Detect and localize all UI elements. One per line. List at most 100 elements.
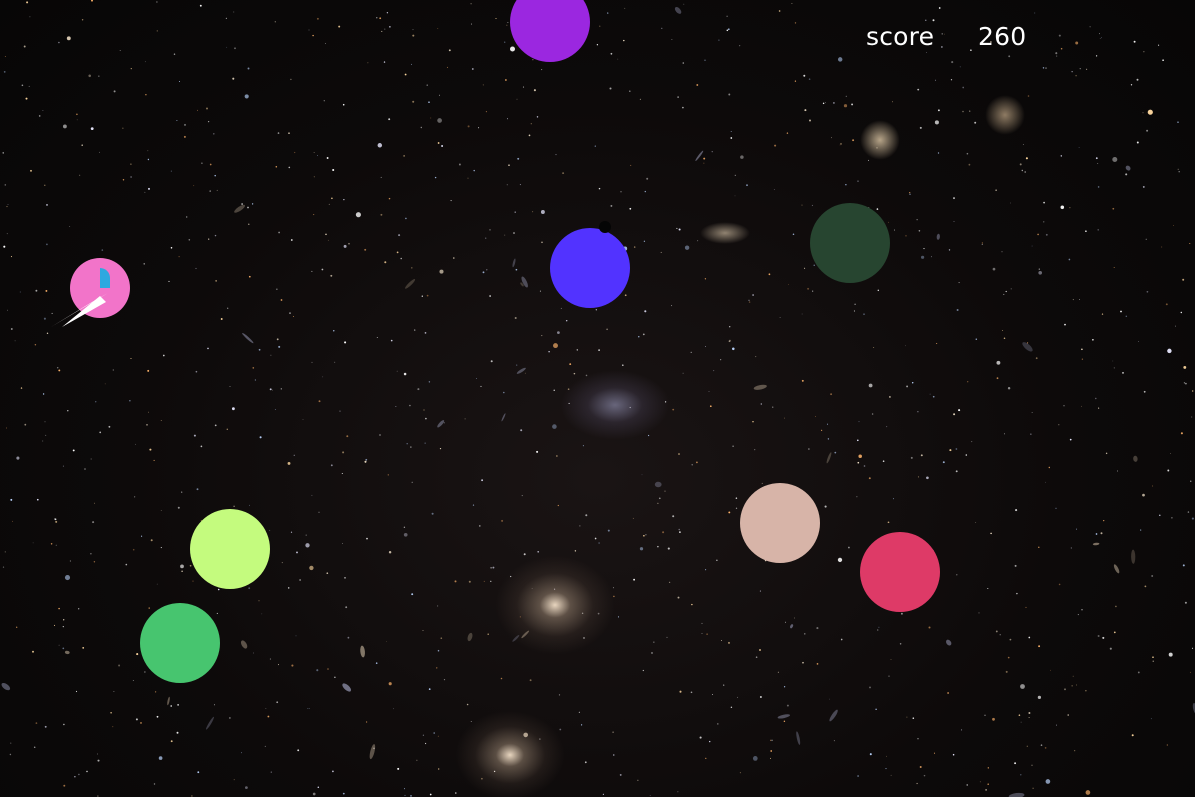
orb-purple[interactable] bbox=[510, 0, 590, 62]
star bbox=[760, 403, 762, 405]
player-ship[interactable] bbox=[40, 250, 140, 340]
star bbox=[66, 36, 71, 41]
star bbox=[270, 771, 272, 773]
star bbox=[602, 793, 604, 795]
distant-galaxy bbox=[1, 682, 11, 691]
star bbox=[1144, 585, 1147, 588]
star bbox=[429, 793, 432, 796]
star bbox=[728, 340, 731, 343]
star bbox=[1018, 714, 1021, 716]
star bbox=[717, 723, 719, 725]
star bbox=[485, 237, 487, 239]
star bbox=[16, 456, 20, 460]
star bbox=[653, 641, 655, 643]
star bbox=[621, 364, 624, 367]
star bbox=[1115, 605, 1117, 608]
star bbox=[101, 249, 104, 251]
star bbox=[14, 340, 16, 342]
star bbox=[317, 786, 320, 788]
star bbox=[135, 443, 136, 445]
star bbox=[278, 664, 279, 666]
orb-beige[interactable] bbox=[740, 483, 820, 563]
star bbox=[269, 529, 271, 531]
orb-blue[interactable] bbox=[550, 228, 630, 308]
star bbox=[197, 771, 200, 774]
galaxy-glow bbox=[985, 95, 1025, 135]
star bbox=[728, 325, 731, 328]
star bbox=[184, 123, 186, 126]
star bbox=[305, 534, 307, 536]
star bbox=[664, 490, 666, 492]
star bbox=[403, 532, 408, 537]
star bbox=[311, 494, 313, 496]
star bbox=[975, 338, 978, 341]
star bbox=[508, 164, 510, 167]
star bbox=[86, 770, 88, 773]
star bbox=[723, 684, 725, 686]
star bbox=[55, 520, 58, 523]
star bbox=[584, 761, 587, 764]
star bbox=[734, 174, 736, 176]
star bbox=[125, 563, 128, 566]
distant-galaxy bbox=[516, 367, 526, 374]
star bbox=[953, 220, 955, 222]
star bbox=[176, 120, 178, 121]
star bbox=[1020, 774, 1022, 776]
star bbox=[19, 291, 21, 293]
orb-green[interactable] bbox=[140, 603, 220, 683]
star bbox=[1097, 229, 1099, 231]
star bbox=[703, 162, 705, 164]
star bbox=[1131, 734, 1134, 737]
star bbox=[290, 239, 293, 241]
star bbox=[649, 794, 651, 796]
star bbox=[987, 587, 989, 590]
score-display: score 260 bbox=[866, 22, 1026, 51]
star bbox=[274, 408, 276, 411]
star bbox=[985, 789, 987, 791]
orb-lime[interactable] bbox=[190, 509, 270, 589]
star bbox=[1152, 660, 1154, 662]
star bbox=[599, 25, 601, 27]
galaxy-glow bbox=[700, 222, 750, 244]
star bbox=[931, 256, 933, 258]
star bbox=[1161, 246, 1163, 248]
star bbox=[816, 663, 819, 665]
star bbox=[88, 74, 91, 78]
star bbox=[958, 282, 960, 284]
star bbox=[290, 78, 292, 81]
star bbox=[10, 328, 13, 330]
star bbox=[713, 370, 715, 372]
star bbox=[411, 267, 413, 269]
star bbox=[259, 436, 262, 439]
star bbox=[249, 504, 250, 506]
star bbox=[135, 718, 138, 721]
star bbox=[825, 102, 826, 104]
star bbox=[328, 203, 330, 205]
star bbox=[726, 29, 729, 32]
star bbox=[1055, 52, 1058, 55]
star bbox=[1183, 382, 1185, 384]
star bbox=[752, 420, 754, 423]
star bbox=[288, 132, 290, 134]
star bbox=[455, 792, 457, 794]
star bbox=[629, 90, 631, 92]
star bbox=[24, 423, 27, 426]
orb-dark-green[interactable] bbox=[810, 203, 890, 283]
star bbox=[794, 617, 795, 619]
star bbox=[1158, 44, 1160, 46]
star bbox=[264, 745, 266, 747]
star bbox=[420, 126, 423, 129]
orb-crimson[interactable] bbox=[860, 532, 940, 612]
star bbox=[565, 319, 568, 322]
star bbox=[971, 441, 973, 443]
star bbox=[1085, 690, 1087, 692]
star bbox=[104, 383, 106, 385]
star bbox=[617, 58, 619, 60]
star bbox=[289, 312, 291, 314]
star bbox=[966, 784, 968, 786]
star bbox=[216, 612, 218, 614]
star bbox=[503, 391, 505, 394]
star bbox=[809, 119, 811, 122]
star bbox=[424, 442, 426, 444]
